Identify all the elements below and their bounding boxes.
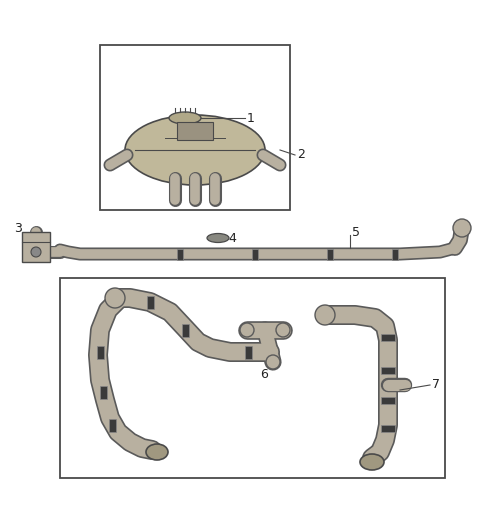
Ellipse shape [146,444,168,460]
Bar [22,232,50,262]
Circle shape [276,323,290,337]
Text: 6: 6 [260,368,268,382]
Bar [327,248,333,260]
Circle shape [453,219,471,237]
Bar [244,345,252,359]
Bar [108,419,116,431]
Text: 4: 4 [228,232,236,244]
Text: 2: 2 [297,148,305,162]
Bar [381,366,395,373]
Bar [146,296,154,308]
Ellipse shape [169,112,201,124]
Ellipse shape [360,454,384,470]
Bar [381,333,395,340]
Circle shape [105,288,125,308]
Bar [181,324,189,336]
Bar [99,386,107,398]
Bar [177,248,183,260]
Bar [252,248,258,260]
Bar [60,278,445,478]
Text: 1: 1 [247,111,255,124]
Text: 7: 7 [432,378,440,392]
Ellipse shape [207,234,229,242]
Circle shape [315,305,335,325]
Text: 3: 3 [14,221,22,235]
Bar [392,248,398,260]
Bar [381,425,395,431]
Bar [381,397,395,403]
Circle shape [266,355,280,369]
Circle shape [31,247,41,257]
Bar [100,45,290,210]
Bar [96,345,104,359]
Bar [177,122,213,140]
Circle shape [240,323,254,337]
Ellipse shape [125,115,265,185]
Text: 5: 5 [352,226,360,238]
